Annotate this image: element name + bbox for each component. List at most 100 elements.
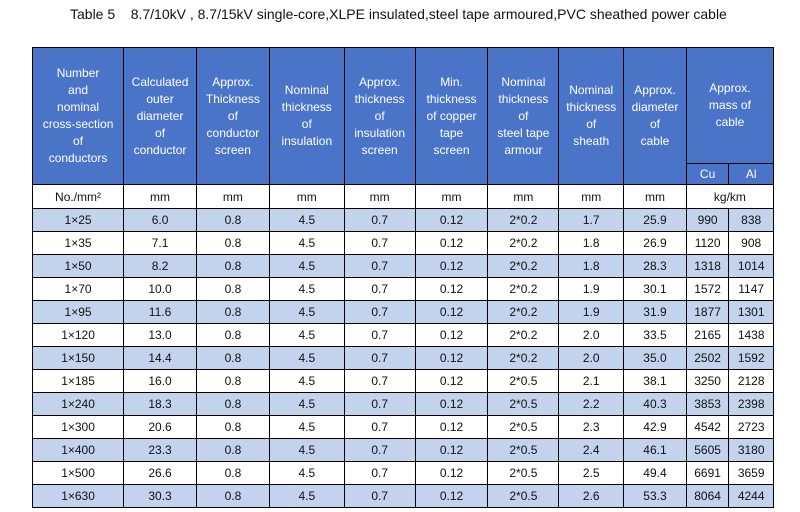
table-cell: 2723 [728,415,774,439]
subheader-cu: Cu [685,163,730,185]
table-cell: 25.9 [623,208,687,233]
table-cell: 0.7 [343,369,416,394]
table-row: 1×25 6.0 0.8 4.5 0.7 0.12 2*0.2 1.7 25.9 990 838 [31,208,774,233]
table-cell: 0.12 [414,483,489,509]
table-cell: 0.12 [414,369,489,394]
table-cell: 908 [728,231,774,256]
table-cell: 0.7 [343,231,416,256]
header-label: Min. thickness of copper tape screen [426,74,477,157]
table-body: No./mm² mm mm mm mm mm mm mm mm kg/km 1×… [31,183,775,509]
table-cell: 0.7 [343,437,416,462]
table-cell: 2*0.2 [487,300,560,325]
header-cell: Calculated outer diameter of conductor [123,47,197,185]
table-cell: 26.9 [623,231,687,256]
header-cell: Nominal thickness of sheath [558,47,625,185]
unit-cell: mm [414,183,489,210]
table-cell: 0.8 [195,460,270,485]
header-cell: Nominal thickness of steel tape armour [487,47,560,185]
header-label: Number and nominal cross-section of conductor… [42,66,114,165]
cable-spec-table: Number and nominal cross-section of conductor… [31,47,775,509]
table-cell: 2.2 [558,392,625,416]
table-cell: 1×50 [31,254,125,279]
table-cell: 3659 [728,460,774,485]
header-label: Approx. diameter of cable [631,83,679,148]
table-cell: 1120 [685,231,730,256]
table-cell: 2.0 [558,323,625,348]
table-cell: 0.12 [414,300,489,325]
table-cell: 1×400 [31,437,125,462]
table-cell: 16.0 [123,369,197,394]
table-cell: 6691 [685,460,730,485]
table-cell: 4244 [728,483,774,509]
table-cell: 2*0.5 [487,415,560,439]
unit-cell: mm [487,183,560,210]
header-label: Approx. mass of cable [708,81,751,129]
table-cell: 0.7 [343,300,416,325]
unit-cell: mm [123,183,197,210]
table-row: 1×150 14.4 0.8 4.5 0.7 0.12 2*0.2 2.0 35.0 2502 15… [31,346,774,371]
table-cell: 13.0 [123,323,197,348]
unit-cell: mm [268,183,345,210]
header-cell-mass: Approx. mass of cable [685,47,775,164]
header-subrow: Cu Al [33,163,774,185]
table-cell: 4.5 [268,415,345,439]
table-cell: 10.0 [123,277,197,302]
table-cell: 0.7 [343,346,416,371]
table-cell: 8.2 [123,254,197,279]
table-cell: 18.3 [123,392,197,416]
table-row: 1×240 18.3 0.8 4.5 0.7 0.12 2*0.5 2.2 40.3 3853 23… [31,392,774,416]
table-cell: 26.6 [123,460,197,485]
table-cell: 2.1 [558,369,625,394]
table-row: 1×185 16.0 0.8 4.5 0.7 0.12 2*0.5 2.1 38.1 3250 21… [31,369,774,394]
table-cell: 4.5 [268,231,345,256]
table-cell: 2.6 [558,483,625,509]
table-cell: 0.7 [343,254,416,279]
table-cell: 1×25 [31,208,125,233]
table-cell: 1877 [685,300,730,325]
header-label: Nominal thickness of steel tape armour [497,74,550,157]
table-cell: 1×35 [31,231,125,256]
table-cell: 0.12 [414,392,489,416]
table-cell: 838 [728,208,774,233]
table-cell: 4.5 [268,277,345,302]
table-cell: 0.12 [414,231,489,256]
header-cell: Approx. diameter of cable [623,47,687,185]
table-cell: 1.9 [558,277,625,302]
header-row: Number and nominal cross-section of conductor… [31,47,775,185]
table-cell: 4.5 [268,460,345,485]
table-cell: 0.8 [195,483,270,509]
table-caption: Table 5 8.7/10kV , 8.7/15kV single-core,… [70,6,727,22]
table-row: 1×70 10.0 0.8 4.5 0.7 0.12 2*0.2 1.9 30.1 1572 114… [31,277,774,302]
table-cell: 0.12 [414,460,489,485]
table-cell: 2*0.5 [487,483,560,509]
header-cell: Approx. Thickness of conductor screen [195,47,270,185]
unit-cell: mm [195,183,270,210]
table-cell: 1×240 [31,392,125,416]
table-cell: 0.8 [195,300,270,325]
unit-cell: mm [558,183,625,210]
table-row: 1×50 8.2 0.8 4.5 0.7 0.12 2*0.2 1.8 28.3 1318 1014 [31,254,774,279]
table-cell: 28.3 [623,254,687,279]
table-cell: 30.1 [623,277,687,302]
table-cell: 8064 [685,483,730,509]
table-row: 1×95 11.6 0.8 4.5 0.7 0.12 2*0.2 1.9 31.9 1877 130… [31,300,774,325]
table-cell: 0.12 [414,415,489,439]
table-cell: 2*0.2 [487,208,560,233]
table-cell: 11.6 [123,300,197,325]
table-cell: 0.7 [343,208,416,233]
table-cell: 31.9 [623,300,687,325]
table-row: 1×120 13.0 0.8 4.5 0.7 0.12 2*0.2 2.0 33.5 2165 14… [31,323,774,348]
table-cell: 0.8 [195,437,270,462]
table-cell: 4.5 [268,323,345,348]
table-cell: 1×300 [31,415,125,439]
table-cell: 49.4 [623,460,687,485]
table-cell: 0.7 [343,415,416,439]
header-label: Approx. Thickness of conductor screen [205,74,260,157]
table-cell: 35.0 [623,346,687,371]
table-cell: 1.9 [558,300,625,325]
table-cell: 23.3 [123,437,197,462]
unit-cell: mm [623,183,687,210]
table-cell: 14.4 [123,346,197,371]
table-cell: 2*0.2 [487,277,560,302]
table-cell: 2*0.5 [487,369,560,394]
